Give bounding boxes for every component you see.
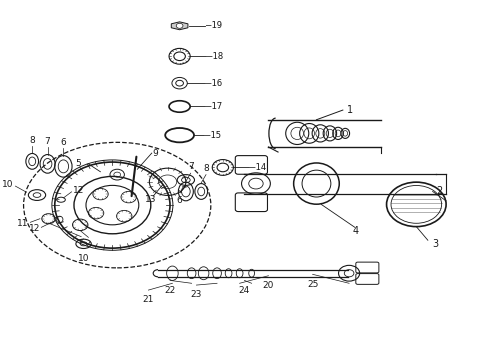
Text: 11: 11 [17, 219, 28, 228]
Text: 10: 10 [78, 254, 89, 263]
Text: 21: 21 [143, 296, 154, 305]
Text: 3: 3 [433, 239, 439, 249]
Text: 7: 7 [188, 162, 194, 171]
Text: —15: —15 [205, 131, 220, 140]
Text: 13: 13 [145, 194, 156, 203]
Text: 22: 22 [164, 286, 175, 295]
Text: 20: 20 [263, 281, 274, 290]
Text: 10: 10 [1, 180, 13, 189]
Text: 9: 9 [153, 149, 158, 158]
Text: —19: —19 [205, 21, 221, 30]
Text: —14: —14 [250, 163, 267, 172]
Text: 8: 8 [29, 136, 35, 145]
Text: 8: 8 [203, 164, 209, 173]
Text: 12: 12 [73, 186, 84, 195]
Text: 2: 2 [437, 186, 443, 197]
Text: —17: —17 [205, 102, 221, 111]
Text: 7: 7 [45, 137, 50, 146]
Text: 12: 12 [29, 224, 40, 233]
Text: —18: —18 [207, 52, 223, 61]
Text: 24: 24 [239, 286, 250, 295]
Text: 5: 5 [75, 159, 81, 168]
Polygon shape [172, 22, 188, 30]
Text: 6: 6 [176, 196, 182, 205]
Text: 23: 23 [191, 291, 202, 300]
Circle shape [176, 23, 183, 28]
Text: 25: 25 [307, 280, 318, 289]
Text: 1: 1 [347, 105, 353, 115]
Text: 6: 6 [61, 138, 66, 147]
Text: —16: —16 [205, 79, 221, 88]
Text: 4: 4 [352, 226, 359, 236]
